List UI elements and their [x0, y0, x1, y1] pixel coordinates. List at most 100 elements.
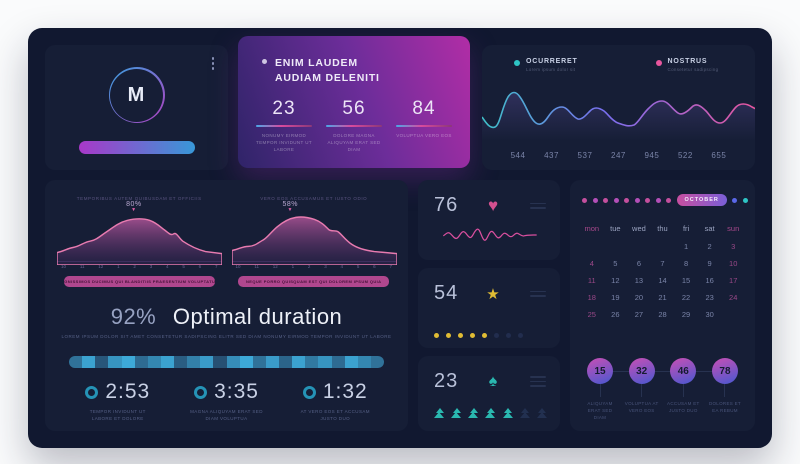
calendar-day[interactable]: 30: [705, 310, 714, 319]
axis-tick: 11: [79, 264, 85, 269]
ring-icon: [85, 385, 99, 399]
progress-segment: [213, 356, 227, 368]
milestone-circle[interactable]: 32: [628, 358, 655, 384]
calendar-day[interactable]: 8: [683, 259, 689, 268]
milestone-caption: DOLORES ET EA REBUM: [708, 401, 741, 414]
stats-card-title: ENIM LAUDEM AUDIAM DELENITI: [262, 56, 380, 86]
calendar-day[interactable]: 17: [729, 276, 738, 285]
stat-value: 23: [272, 98, 296, 119]
legend-item[interactable]: OCURRERET Lorem ipsum dolor sit: [514, 58, 578, 72]
calendar-dot: [582, 197, 587, 203]
legend-dot-icon: [514, 60, 520, 66]
calendar-day[interactable]: 21: [658, 293, 667, 302]
axis-tick: 12: [272, 264, 278, 269]
calendar-day[interactable]: 4: [589, 259, 594, 268]
stat-underline: [326, 125, 382, 127]
axis-tick: 4: [166, 264, 169, 269]
milestone-connector: [724, 384, 726, 397]
progress-segment: [279, 356, 293, 368]
milestone-caption: VOLUPTUA AT VERO EOS: [624, 401, 659, 414]
axis-tick: 6: [373, 264, 376, 269]
calendar-day[interactable]: 23: [705, 293, 714, 302]
tree-icons-row: [434, 408, 547, 421]
calendar-day[interactable]: 7: [660, 259, 665, 268]
duration-card: TEMPORIBUS AUTEM QUIBUSDAM ET OFFICIIS: [45, 180, 408, 431]
milestone-circle[interactable]: 78: [711, 358, 738, 384]
card-menu-icon[interactable]: [530, 290, 546, 297]
leaf-icon: ♠: [488, 372, 498, 390]
calendar-day[interactable]: 19: [611, 293, 620, 302]
calendar-day[interactable]: 24: [729, 293, 738, 302]
calendar-day[interactable]: 1: [683, 242, 689, 251]
milestone: 15 ALIQUYAM ERAT SED DIAM: [582, 358, 618, 422]
card-menu-icon[interactable]: [530, 202, 546, 209]
month-label: OCTOBER: [684, 197, 719, 203]
calendar-day[interactable]: 10: [729, 259, 738, 268]
summary-caption: LOREM IPSUM DOLOR SIT AMET CONSETETUR SA…: [61, 334, 392, 339]
axis-tick: 3: [149, 264, 153, 269]
calendar-day[interactable]: 25: [587, 310, 596, 319]
calendar-day[interactable]: 11: [587, 276, 596, 285]
progress-segment: [370, 356, 384, 368]
logo-progress-pill: [78, 141, 195, 154]
milestone-circle[interactable]: 15: [587, 358, 613, 384]
calendar-dots: [582, 197, 671, 203]
summary-label: Optimal duration: [172, 304, 343, 329]
progress-segment: [69, 356, 83, 368]
calendar-day[interactable]: 27: [634, 310, 644, 319]
area-chart: [57, 218, 222, 265]
progress-segment: [160, 356, 174, 368]
time-value: 1:32: [322, 380, 368, 403]
calendar-day[interactable]: 2: [707, 242, 712, 251]
logo-card: M: [45, 45, 228, 170]
calendar-dot: [732, 197, 738, 203]
calendar-day[interactable]: 15: [681, 276, 691, 285]
axis-tick: 11: [254, 264, 259, 269]
progress-segment: [305, 356, 319, 368]
tree-metric-card: 23 ♠: [418, 356, 560, 431]
calendar-day[interactable]: 5: [613, 259, 618, 268]
axis-tick: 2: [133, 264, 136, 269]
milestone-caption: ACCUSAM ET JUSTO DUO: [667, 401, 700, 414]
milestone-circle[interactable]: 46: [670, 358, 697, 384]
legend-item[interactable]: NOSTRUS Consetetur sadipscing: [655, 58, 719, 72]
month-pill[interactable]: OCTOBER: [676, 194, 727, 206]
time-value: 3:35: [214, 380, 259, 403]
calendar-day[interactable]: 29: [681, 310, 691, 319]
axis-tick: 6: [198, 264, 202, 269]
calendar-day[interactable]: 14: [658, 276, 667, 285]
calendar-day[interactable]: 16: [705, 276, 714, 285]
calendar-day[interactable]: 28: [658, 310, 667, 319]
calendar-dot: [634, 197, 640, 203]
progress-segment: [344, 356, 358, 368]
legend-label: OCURRERET: [526, 58, 578, 65]
calendar-dot: [655, 197, 661, 203]
stat-value: 84: [412, 98, 436, 119]
calendar-day[interactable]: 13: [634, 276, 644, 285]
progress-segment: [200, 356, 214, 368]
card-menu-icon[interactable]: [530, 376, 546, 387]
time-caption: AT VERO EOS ET ACCUSAM JUSTO DUO: [300, 409, 370, 422]
kebab-menu-icon[interactable]: [211, 57, 214, 70]
milestone-connector: [641, 384, 643, 397]
calendar-day[interactable]: 12: [611, 276, 620, 285]
legend-sublabel: Consetetur sadipscing: [667, 67, 719, 72]
milestone-connector: [682, 384, 684, 397]
tree-icon: [536, 408, 547, 421]
progress-segment: [82, 356, 96, 368]
marker-down-icon: ▼: [131, 207, 137, 213]
calendar-day[interactable]: 20: [634, 293, 644, 302]
calendar-day[interactable]: 26: [611, 310, 620, 319]
marker-down-icon: ▼: [287, 207, 293, 213]
calendar-day[interactable]: 18: [587, 293, 596, 302]
calendar-day[interactable]: 3: [731, 242, 736, 251]
progress-segment: [147, 356, 161, 368]
calendar-day[interactable]: 9: [707, 259, 712, 268]
calendar-day[interactable]: 22: [681, 293, 691, 302]
rating-dot: [482, 333, 487, 338]
calendar-day[interactable]: 6: [636, 259, 641, 268]
rating-dots: [434, 333, 546, 338]
axis-tick: 4: [340, 264, 344, 269]
progress-segment: [187, 356, 201, 368]
ring-icon: [194, 385, 208, 399]
